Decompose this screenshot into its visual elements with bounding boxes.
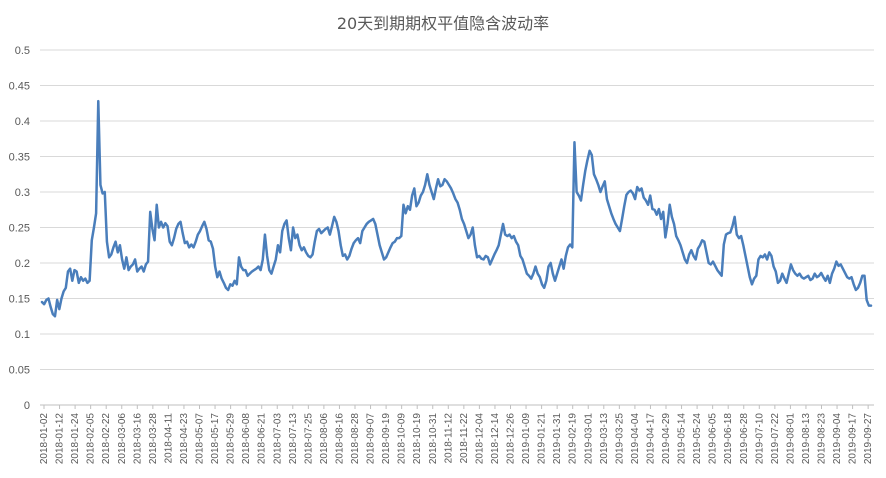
y-tick-label: 0.3: [15, 187, 30, 199]
y-tick-label: 0.1: [15, 329, 30, 341]
x-tick-label: 2019-02-19: [568, 413, 579, 465]
x-tick-label: 2018-03-28: [148, 413, 159, 465]
x-tick-label: 2018-06-21: [257, 413, 268, 465]
x-tick-label: 2019-03-01: [583, 413, 594, 465]
y-tick-label: 0.45: [9, 81, 30, 93]
x-axis-ticks: 2018-01-02 2018-01-12 2018-01-24 2018-02-05…: [39, 405, 874, 464]
chart-title: 20天到期期权平值隐含波动率: [336, 14, 550, 33]
x-tick-label: 2019-01-21: [537, 413, 548, 465]
x-tick-label: 2019-07-10: [754, 413, 765, 465]
x-tick-label: 2019-09-27: [863, 413, 874, 465]
x-tick-label: 2019-09-17: [848, 413, 859, 465]
x-tick-label: 2019-08-01: [785, 413, 796, 465]
x-tick-label: 2019-05-14: [677, 413, 688, 465]
x-tick-label: 2019-06-28: [739, 413, 750, 465]
x-tick-label: 2018-01-02: [39, 413, 50, 465]
x-tick-label: 2019-08-13: [801, 413, 812, 465]
x-tick-label: 2018-01-24: [70, 413, 81, 465]
x-tick-label: 2018-04-23: [179, 413, 190, 465]
grid-lines: [40, 49, 874, 406]
x-tick-label: 2018-12-04: [474, 413, 485, 465]
x-tick-label: 2018-12-26: [506, 413, 517, 465]
x-tick-label: 2019-09-04: [832, 413, 843, 465]
x-tick-label: 2019-06-05: [708, 413, 719, 465]
x-tick-label: 2018-11-12: [443, 413, 454, 464]
x-tick-label: 2019-04-29: [661, 413, 672, 465]
x-tick-label: 2018-11-22: [459, 413, 470, 464]
x-tick-label: 2018-09-19: [381, 413, 392, 465]
x-tick-label: 2019-07-22: [770, 413, 781, 465]
y-tick-label: 0.35: [9, 152, 30, 164]
x-tick-label: 2018-08-28: [350, 413, 361, 465]
x-tick-label: 2018-07-03: [272, 413, 283, 465]
x-tick-label: 2019-04-04: [630, 413, 641, 465]
x-tick-label: 2019-08-23: [817, 413, 828, 465]
x-tick-label: 2019-01-31: [552, 413, 563, 465]
x-tick-label: 2018-02-22: [101, 413, 112, 465]
x-tick-label: 2018-07-13: [288, 413, 299, 465]
x-tick-label: 2019-06-18: [723, 413, 734, 465]
x-tick-label: 2018-10-31: [428, 413, 439, 465]
x-tick-label: 2019-05-24: [692, 413, 703, 465]
series-layer: [40, 99, 873, 318]
y-tick-label: 0.05: [9, 365, 30, 377]
x-tick-label: 2018-04-11: [163, 413, 174, 464]
y-tick-label: 0.15: [9, 294, 30, 306]
x-tick-label: 2018-03-16: [132, 413, 143, 465]
x-tick-label: 2019-03-13: [599, 413, 610, 465]
y-tick-label: 0.25: [9, 223, 30, 235]
x-tick-label: 2018-07-25: [303, 413, 314, 465]
x-tick-label: 2018-10-09: [397, 413, 408, 465]
x-tick-label: 2018-12-14: [490, 413, 501, 465]
y-tick-label: 0: [24, 400, 30, 412]
x-tick-label: 2018-09-07: [366, 413, 377, 465]
y-tick-label: 0.5: [15, 45, 30, 57]
y-tick-label: 0.2: [15, 258, 30, 270]
x-tick-label: 2018-02-05: [86, 413, 97, 465]
x-tick-label: 2018-05-17: [210, 413, 221, 465]
y-axis-ticks: 0 0.05 0.1 0.15 0.2 0.25 0.3 0.35 0.4 0.45 0.5: [9, 45, 30, 412]
x-tick-label: 2018-06-08: [241, 413, 252, 465]
x-tick-label: 2019-03-25: [614, 413, 625, 465]
x-tick-label: 2018-10-19: [412, 413, 423, 465]
x-tick-label: 2018-05-07: [195, 413, 206, 465]
x-tick-label: 2018-01-12: [55, 413, 66, 465]
x-tick-label: 2018-03-06: [117, 413, 128, 465]
series-line-0: [40, 99, 873, 318]
x-tick-label: 2019-04-17: [645, 413, 656, 465]
x-tick-label: 2018-08-16: [334, 413, 345, 465]
x-tick-label: 2018-05-29: [226, 413, 237, 465]
x-tick-label: 2018-08-06: [319, 413, 330, 465]
y-tick-label: 0.4: [15, 116, 30, 128]
x-tick-label: 2019-01-09: [521, 413, 532, 465]
